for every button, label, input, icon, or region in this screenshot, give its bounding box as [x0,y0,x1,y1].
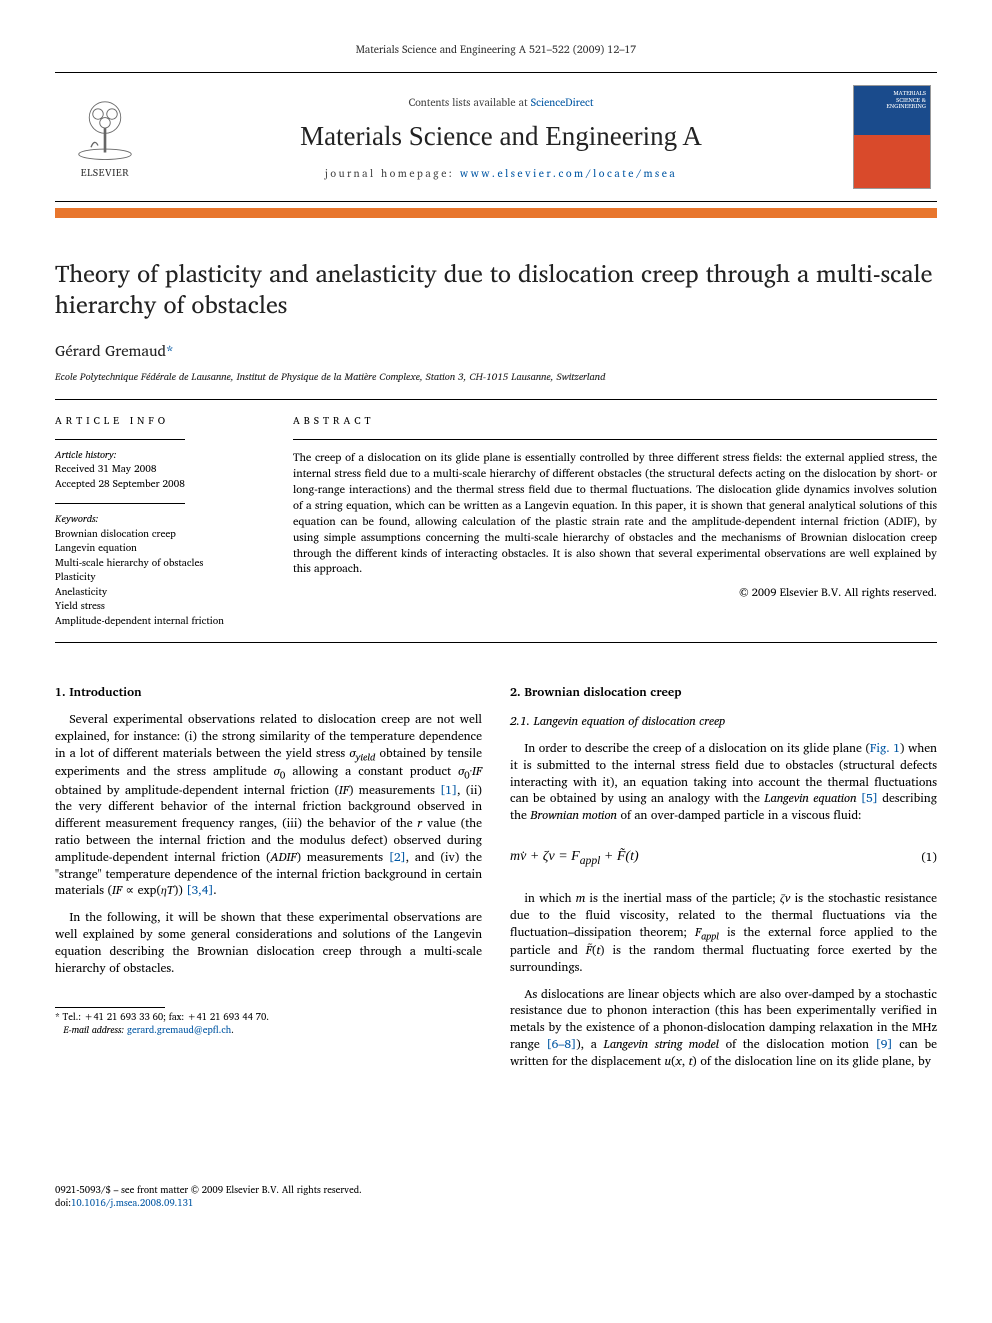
section-2-heading: 2. Brownian dislocation creep [510,685,937,702]
keyword: Multi-scale hierarchy of obstacles [55,556,265,571]
abstract-text: The creep of a dislocation on its glide … [293,450,937,578]
journal-header: ELSEVIER Contents lists available at Sci… [55,72,937,202]
homepage-prefix: journal homepage: [325,164,460,182]
keyword: Amplitude-dependent internal friction [55,614,265,629]
cite-34[interactable]: [3,4] [186,881,213,900]
doi-prefix: doi: [55,1196,71,1211]
running-head: Materials Science and Engineering A 521–… [55,40,937,58]
article-info-heading: ARTICLE INFO [55,414,265,429]
publisher-name: ELSEVIER [81,165,129,181]
article-title: Theory of plasticity and anelasticity du… [55,258,937,320]
journal-cover: MATERIALS SCIENCE & ENGINEERING [847,73,937,201]
cite-1[interactable]: [1] [440,781,457,800]
section-21-para-1: In order to describe the creep of a disl… [510,741,937,825]
keyword: Plasticity [55,570,265,585]
abstract-column: ABSTRACT The creep of a dislocation on i… [293,414,937,628]
bottom-matter: 0921-5093/$ – see front matter © 2009 El… [55,1185,937,1210]
keywords-block: Keywords: Brownian dislocation creep Lan… [55,512,265,628]
info-rule-2 [55,503,185,504]
contents-available-line: Contents lists available at ScienceDirec… [409,93,594,111]
cover-line3: ENGINEERING [886,101,926,111]
cite-68[interactable]: [6–8] [547,1035,577,1054]
equation-1-number: (1) [921,850,937,867]
section-1-para-2: In the following, it will be shown that … [55,910,482,977]
cite-2[interactable]: [2] [389,848,406,867]
cover-thumbnail: MATERIALS SCIENCE & ENGINEERING [853,85,931,189]
accepted-line: Accepted 28 September 2008 [55,476,185,492]
info-rule [55,439,185,440]
section-21-para-3: As dislocations are linear objects which… [510,987,937,1071]
footnote-email-link[interactable]: gerard.gremaud@epfl.ch [127,1023,231,1038]
section-21-heading: 2.1. Langevin equation of dislocation cr… [510,714,937,731]
article-info-column: ARTICLE INFO Article history: Received 3… [55,414,265,628]
homepage-line: journal homepage: www.elsevier.com/locat… [325,164,677,182]
author-line: Gérard Gremaud* [55,338,937,363]
rule-bottom [55,642,937,643]
author-name: Gérard Gremaud [55,338,166,363]
elsevier-tree-icon [70,93,140,163]
accent-bar [55,208,937,218]
equation-1: mv̇ + ζv = Fappl + F̃(t) (1) [510,847,937,869]
keyword: Anelasticity [55,585,265,600]
abstract-heading: ABSTRACT [293,414,937,429]
footnote-block: * Tel.: +41 21 693 33 60; fax: +41 21 69… [55,1012,482,1037]
publisher-logo: ELSEVIER [55,73,155,201]
keyword: Langevin equation [55,541,265,556]
abstract-rule [293,439,937,440]
journal-name: Materials Science and Engineering A [300,121,702,152]
contents-prefix: Contents lists available at [409,93,531,111]
affiliation: Ecole Polytechnique Fédérale de Lausanne… [55,369,937,385]
doi-link[interactable]: 10.1016/j.msea.2008.09.131 [71,1196,193,1211]
header-center: Contents lists available at ScienceDirec… [155,73,847,201]
equation-1-body: mv̇ + ζv = Fappl + F̃(t) [510,847,639,869]
sciencedirect-link[interactable]: ScienceDirect [531,93,594,111]
abstract-copyright: © 2009 Elsevier B.V. All rights reserved… [293,585,937,601]
keywords-label: Keywords: [55,511,98,527]
section-1-para-1: Several experimental observations relate… [55,712,482,900]
section-1-heading: 1. Introduction [55,685,482,702]
cite-5[interactable]: [5] [861,789,878,808]
column-spacer: * Tel.: +41 21 693 33 60; fax: +41 21 69… [55,1007,482,1167]
footnote-email-label: E-mail address: [63,1023,124,1038]
corresponding-marker[interactable]: * [166,338,174,363]
section-21-para-2: in which m is the inertial mass of the p… [510,891,937,977]
keyword: Yield stress [55,599,265,614]
keyword: Brownian dislocation creep [55,527,265,542]
homepage-link[interactable]: www.elsevier.com/locate/msea [460,164,677,182]
body-columns: 1. Introduction Several experimental obs… [55,685,937,1167]
footnote-rule [55,1007,165,1008]
history-block: Article history: Received 31 May 2008 Ac… [55,448,265,492]
fig-1-ref[interactable]: Fig. 1 [870,739,900,758]
info-abstract-block: ARTICLE INFO Article history: Received 3… [55,400,937,642]
footnote-marker: * [55,1010,60,1025]
cite-9[interactable]: [9] [876,1035,893,1054]
